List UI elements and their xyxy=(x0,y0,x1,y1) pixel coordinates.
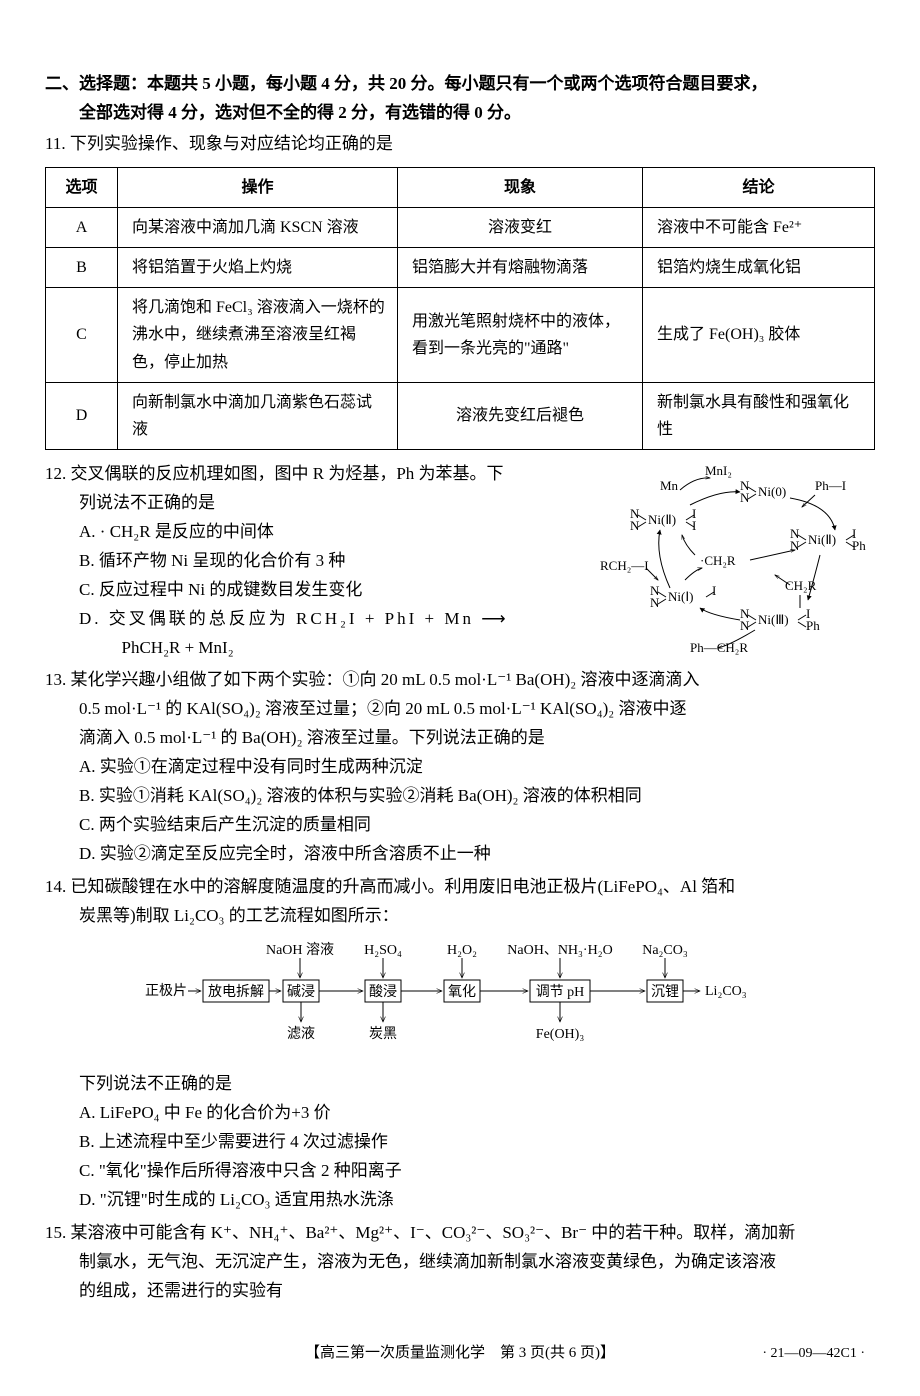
node-ph2: Ph xyxy=(806,618,820,633)
cell-cc: 溶液中不可能含 Fe²⁺ xyxy=(643,207,875,247)
flow-end: Li₂CO₃ xyxy=(705,984,747,999)
q12-stem1: 12. 交叉偶联的反应机理如图，图中 R 为烃基，Ph 为苯基。下 xyxy=(45,460,585,489)
q13-stem3: 滴滴入 0.5 mol·L⁻¹ 的 Ba(OH)₂ 溶液至过量。下列说法正确的是 xyxy=(45,724,875,753)
q13-optD: D. 实验②滴定至反应完全时，溶液中所含溶质不止一种 xyxy=(45,840,875,869)
table-row: B 将铝箔置于火焰上灼烧 铝箔膨大并有熔融物滴落 铝箔灼烧生成氧化铝 xyxy=(46,248,875,288)
q14-tail: 下列说法不正确的是 xyxy=(45,1070,875,1099)
flow-out1: 滤液 xyxy=(287,1026,315,1042)
q14-optB: B. 上述流程中至少需要进行 4 次过滤操作 xyxy=(45,1128,875,1157)
cell-ph: 用激光笔照射烧杯中的液体，看到一条光亮的"通路" xyxy=(398,288,643,383)
cell-cc: 生成了 Fe(OH)₃ 胶体 xyxy=(643,288,875,383)
node-i4: I xyxy=(712,583,716,598)
node-phi: Ph—I xyxy=(815,478,846,493)
node-i2: I xyxy=(692,518,696,533)
flow-step4: 调节 pH xyxy=(536,984,585,1000)
node-n4: N xyxy=(630,518,640,533)
node-niiii: Ni(Ⅲ) xyxy=(758,612,789,627)
q12-stem2: 列说法不正确的是 xyxy=(45,489,585,518)
page-footer-code: · 21—09—42C1 · xyxy=(762,1342,865,1366)
flow-in3: NaOH、NH₃·H₂O xyxy=(507,943,612,958)
q15-stem2: 制氯水，无气泡、无沉淀产生，溶液为无色，继续滴加新制氯水溶液变黄绿色，为确定该溶… xyxy=(45,1248,875,1277)
th-opt: 选项 xyxy=(46,167,118,207)
q14-optD: D. "沉锂"时生成的 Li₂CO₃ 适宜用热水洗涤 xyxy=(45,1186,875,1215)
node-mn: Mn xyxy=(660,478,679,493)
q12-diagram: MnI₂ Mn N N Ni(0) Ph—I N N Ni(Ⅱ) I I N N… xyxy=(590,460,880,665)
node-n2: N xyxy=(740,490,750,505)
flow-out2: 炭黑 xyxy=(369,1026,397,1042)
node-rch2i: RCH₂—I xyxy=(600,558,649,573)
q12-optD1: D. 交叉偶联的总反应为 RCH₂I + PhI + Mn ⟶ xyxy=(45,605,585,634)
cell-op: 向某溶液中滴加几滴 KSCN 溶液 xyxy=(118,207,398,247)
q12-optD2: PhCH₂R + MnI₂ xyxy=(45,634,585,663)
node-nii: Ni(Ⅰ) xyxy=(668,589,694,604)
section-line1: 二、选择题：本题共 5 小题，每小题 4 分，共 20 分。每小题只有一个或两个… xyxy=(45,74,768,93)
cell-opt: D xyxy=(46,382,118,449)
flow-step3: 氧化 xyxy=(448,984,476,1000)
cell-op: 将铝箔置于火焰上灼烧 xyxy=(118,248,398,288)
flow-step2: 酸浸 xyxy=(369,984,397,1000)
q14-optA: A. LiFePO₄ 中 Fe 的化合价为+3 价 xyxy=(45,1099,875,1128)
q13-optB: B. 实验①消耗 KAl(SO₄)₂ 溶液的体积与实验②消耗 Ba(OH)₂ 溶… xyxy=(45,782,875,811)
q12-optC: C. 反应过程中 Ni 的成键数目发生变化 xyxy=(45,576,585,605)
q11-table: 选项 操作 现象 结论 A 向某溶液中滴加几滴 KSCN 溶液 溶液变红 溶液中… xyxy=(45,167,875,451)
q13-optA: A. 实验①在滴定过程中没有同时生成两种沉淀 xyxy=(45,753,875,782)
q14-stem1: 14. 已知碳酸锂在水中的溶解度随温度的升高而减小。利用废旧电池正极片(LiFe… xyxy=(45,873,875,902)
cell-op: 向新制氯水中滴加几滴紫色石蕊试液 xyxy=(118,382,398,449)
cell-opt: C xyxy=(46,288,118,383)
cell-ph: 铝箔膨大并有熔融物滴落 xyxy=(398,248,643,288)
node-mni2: MnI₂ xyxy=(705,463,732,478)
flow-box: 酸浸 xyxy=(365,980,401,1002)
q11-stem: 11. 下列实验操作、现象与对应结论均正确的是 xyxy=(45,130,875,159)
q14-flow: NaOH 溶液 H₂SO₄ H₂O₂ NaOH、NH₃·H₂O Na₂CO₃ 正… xyxy=(45,940,875,1060)
q14-optC: C. "氧化"操作后所得溶液中只含 2 种阳离子 xyxy=(45,1157,875,1186)
node-ni0: Ni(0) xyxy=(758,484,786,499)
cell-opt: A xyxy=(46,207,118,247)
table-row: D 向新制氯水中滴加几滴紫色石蕊试液 溶液先变红后褪色 新制氯水具有酸性和强氧化… xyxy=(46,382,875,449)
flow-in2: H₂O₂ xyxy=(447,943,477,958)
flow-in1: H₂SO₄ xyxy=(364,943,402,958)
th-cc: 结论 xyxy=(643,167,875,207)
flow-box: 放电拆解 xyxy=(203,980,269,1002)
flow-out3: Fe(OH)₃ xyxy=(536,1027,585,1042)
node-ph1: Ph xyxy=(852,538,866,553)
table-row: C 将几滴饱和 FeCl₃ 溶液滴入一烧杯的沸水中，继续煮沸至溶液呈红褐色，停止… xyxy=(46,288,875,383)
th-ph: 现象 xyxy=(398,167,643,207)
cell-op: 将几滴饱和 FeCl₃ 溶液滴入一烧杯的沸水中，继续煮沸至溶液呈红褐色，停止加热 xyxy=(118,288,398,383)
cell-opt: B xyxy=(46,248,118,288)
flow-start: 正极片 xyxy=(145,983,187,999)
node-n8: N xyxy=(650,595,660,610)
flow-step5: 沉锂 xyxy=(651,984,679,1000)
q14-stem2: 炭黑等)制取 Li₂CO₃ 的工艺流程如图所示： xyxy=(45,902,875,931)
q15-stem1: 15. 某溶液中可能含有 K⁺、NH₄⁺、Ba²⁺、Mg²⁺、I⁻、CO₃²⁻、… xyxy=(45,1219,875,1248)
cell-cc: 新制氯水具有酸性和强氧化性 xyxy=(643,382,875,449)
node-n10: N xyxy=(740,618,750,633)
q13-stem1: 13. 某化学兴趣小组做了如下两个实验：①向 20 mL 0.5 mol·L⁻¹… xyxy=(45,666,875,695)
node-nii-top: Ni(Ⅱ) xyxy=(648,512,676,527)
q13-optC: C. 两个实验结束后产生沉淀的质量相同 xyxy=(45,811,875,840)
flow-box: 沉锂 xyxy=(647,980,683,1002)
flow-box: 氧化 xyxy=(444,980,480,1002)
cell-cc: 铝箔灼烧生成氧化铝 xyxy=(643,248,875,288)
flow-step1: 碱浸 xyxy=(287,984,315,1000)
q12-text: 12. 交叉偶联的反应机理如图，图中 R 为烃基，Ph 为苯基。下 列说法不正确… xyxy=(45,460,585,662)
q12-optB: B. 循环产物 Ni 呈现的化合价有 3 种 xyxy=(45,547,585,576)
node-ch2r-rad: ·CH₂R xyxy=(700,553,736,568)
table-row: A 向某溶液中滴加几滴 KSCN 溶液 溶液变红 溶液中不可能含 Fe²⁺ xyxy=(46,207,875,247)
flow-in0: NaOH 溶液 xyxy=(266,942,334,958)
section-header: 二、选择题：本题共 5 小题，每小题 4 分，共 20 分。每小题只有一个或两个… xyxy=(45,70,875,128)
q12-block: 12. 交叉偶联的反应机理如图，图中 R 为烃基，Ph 为苯基。下 列说法不正确… xyxy=(45,460,875,662)
q13-stem2: 0.5 mol·L⁻¹ 的 KAl(SO₄)₂ 溶液至过量；②向 20 mL 0… xyxy=(45,695,875,724)
flow-box: 调节 pH xyxy=(530,980,590,1002)
flow-in4: Na₂CO₃ xyxy=(642,943,688,958)
section-line2: 全部选对得 4 分，选对但不全的得 2 分，有选错的得 0 分。 xyxy=(45,99,875,128)
flow-step0: 放电拆解 xyxy=(208,984,264,1000)
cell-ph: 溶液变红 xyxy=(398,207,643,247)
cell-ph: 溶液先变红后褪色 xyxy=(398,382,643,449)
table-header-row: 选项 操作 现象 结论 xyxy=(46,167,875,207)
node-nii-right: Ni(Ⅱ) xyxy=(808,532,836,547)
q12-optA: A. · CH₂R 是反应的中间体 xyxy=(45,518,585,547)
th-op: 操作 xyxy=(118,167,398,207)
flow-box: 碱浸 xyxy=(283,980,319,1002)
q15-stem3: 的组成，还需进行的实验有 xyxy=(45,1277,875,1306)
